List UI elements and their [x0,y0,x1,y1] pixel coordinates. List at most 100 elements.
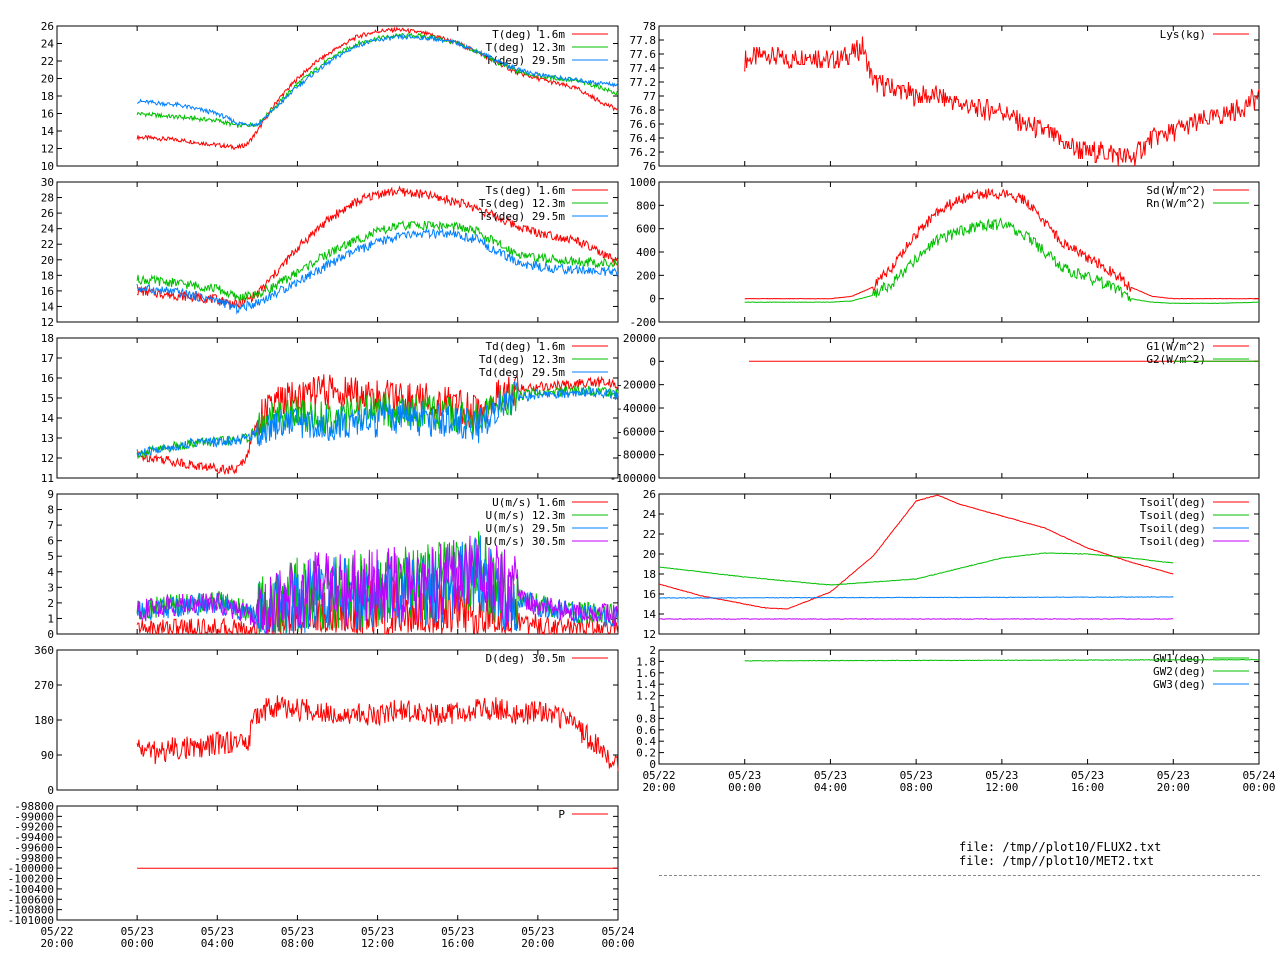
y-tick-label: 90 [41,749,54,762]
legend-label: Ts(deg) 29.5m [479,210,565,223]
y-tick-label: 22 [643,528,656,541]
y-tick-label: 14 [41,125,55,138]
x-tick-label: 00:00 [1242,781,1275,794]
y-tick-label: -99200 [14,821,54,834]
y-tick-label: 24 [643,508,657,521]
x-tick-label: 20:00 [1157,781,1190,794]
panel-d: 0 90 180 270 360 D(deg) 30.5m [34,644,619,797]
series-line-td-0 [137,374,619,476]
y-tick-label: 10 [41,160,54,173]
y-tick-label: 12 [643,628,656,641]
x-tick-label: 05/23 [361,925,394,938]
series-line-ts-1 [136,220,619,303]
series-line-td-2 [136,380,619,458]
y-tick-label: -101000 [8,914,54,927]
legend-label: Sd(W/m^2) [1146,184,1206,197]
series-line-ts-2 [136,227,619,315]
y-tick-label: 800 [636,199,656,212]
legend-label: GW3(deg) [1153,678,1206,691]
y-tick-label: 7 [47,519,54,532]
y-tick-label: 1.8 [636,655,656,668]
file-line: file: /tmp//plot10/FLUX2.txt [959,840,1162,854]
x-tick-label: 16:00 [441,937,474,950]
y-tick-label: 6 [47,535,54,548]
x-tick-label: 05/24 [1242,769,1275,782]
plot-frame [56,805,619,921]
y-tick-label: -99400 [14,831,54,844]
legend-label: P [558,808,565,821]
y-tick-label: 1.4 [636,678,656,691]
x-tick-label: 12:00 [361,937,394,950]
y-tick-label: 18 [41,269,54,282]
y-tick-label: 4 [47,566,54,579]
x-tick-label: 05/23 [121,925,154,938]
y-tick-label: 26 [41,207,54,220]
y-tick-label: 600 [636,223,656,236]
x-tick-label: 05/23 [1157,769,1190,782]
x-tick-label: 05/23 [900,769,933,782]
y-tick-label: 16 [643,588,656,601]
y-tick-label: 14 [41,300,55,313]
series-line-u-3 [136,535,619,634]
x-tick-label: 05/23 [1071,769,1104,782]
y-tick-label: 0.8 [636,712,656,725]
y-tick-label: 1 [47,612,54,625]
legend-label: Ts(deg) 12.3m [479,197,565,210]
panel-tsoil: 1214161820222426Tsoil(deg)Tsoil(deg)Tsoi… [643,488,1260,641]
y-tick-label: 20000 [623,332,656,345]
y-tick-label: 22 [41,238,54,251]
y-tick-label: 77.6 [630,48,657,61]
y-tick-label: 14 [643,608,657,621]
legend-label: Tsoil(deg) [1140,509,1206,522]
y-tick-label: 0 [649,355,656,368]
x-tick-label: 08:00 [281,937,314,950]
y-tick-label: -20000 [616,379,656,392]
plot-frame [658,25,1260,167]
divider [659,875,1260,876]
y-tick-label: 77.8 [630,34,657,47]
legend-label: U(m/s) 1.6m [492,496,565,509]
y-tick-label: 77.4 [630,62,657,75]
x-tick-label: 08:00 [900,781,933,794]
legend-label: G1(W/m^2) [1146,340,1206,353]
legend-label: D(deg) 30.5m [486,652,566,665]
y-tick-label: 16 [41,285,54,298]
y-tick-label: 30 [41,176,54,189]
series-line-tsoil-3 [658,618,1174,620]
y-tick-label: 17 [41,352,54,365]
legend-label: Td(deg) 29.5m [479,366,565,379]
y-tick-label: 26 [643,488,656,501]
legend-label: Tsoil(deg) [1140,522,1206,535]
y-tick-label: -99800 [14,852,54,865]
y-tick-label: 78 [643,20,656,33]
panel-rad: -200 0 200 400 600 800 1000 Sd(W/m^2)Rn(W/m^2) [630,176,1260,329]
y-tick-label: 1000 [630,176,657,189]
y-tick-label: -60000 [616,425,656,438]
legend-label: Lys(kg) [1160,28,1206,41]
y-tick-label: 400 [636,246,656,259]
series-line-d-0 [136,695,619,771]
legend-label: GW1(deg) [1153,652,1206,665]
x-tick-label: 20:00 [521,937,554,950]
y-tick-label: 5 [47,550,54,563]
series-line-tsoil-2 [658,596,1174,599]
y-tick-label: 1 [649,701,656,714]
y-tick-label: 77.2 [630,76,657,89]
y-tick-label: 26 [41,20,54,33]
x-tick-label: 04:00 [814,781,847,794]
x-tick-label: 05/22 [642,769,675,782]
panel-gw: 00.20.40.60.811.21.41.61.8205/2220:0005/… [636,644,1276,794]
legend-label: Rn(W/m^2) [1146,197,1206,210]
legend-label: U(m/s) 12.3m [486,509,566,522]
y-tick-label: 11 [41,472,54,485]
plot-frame [658,649,1260,765]
y-tick-label: 0.2 [636,747,656,760]
y-tick-label: 24 [41,38,55,51]
legend-label: G2(W/m^2) [1146,353,1206,366]
y-tick-label: 76.4 [630,132,657,145]
x-tick-label: 05/23 [985,769,1018,782]
